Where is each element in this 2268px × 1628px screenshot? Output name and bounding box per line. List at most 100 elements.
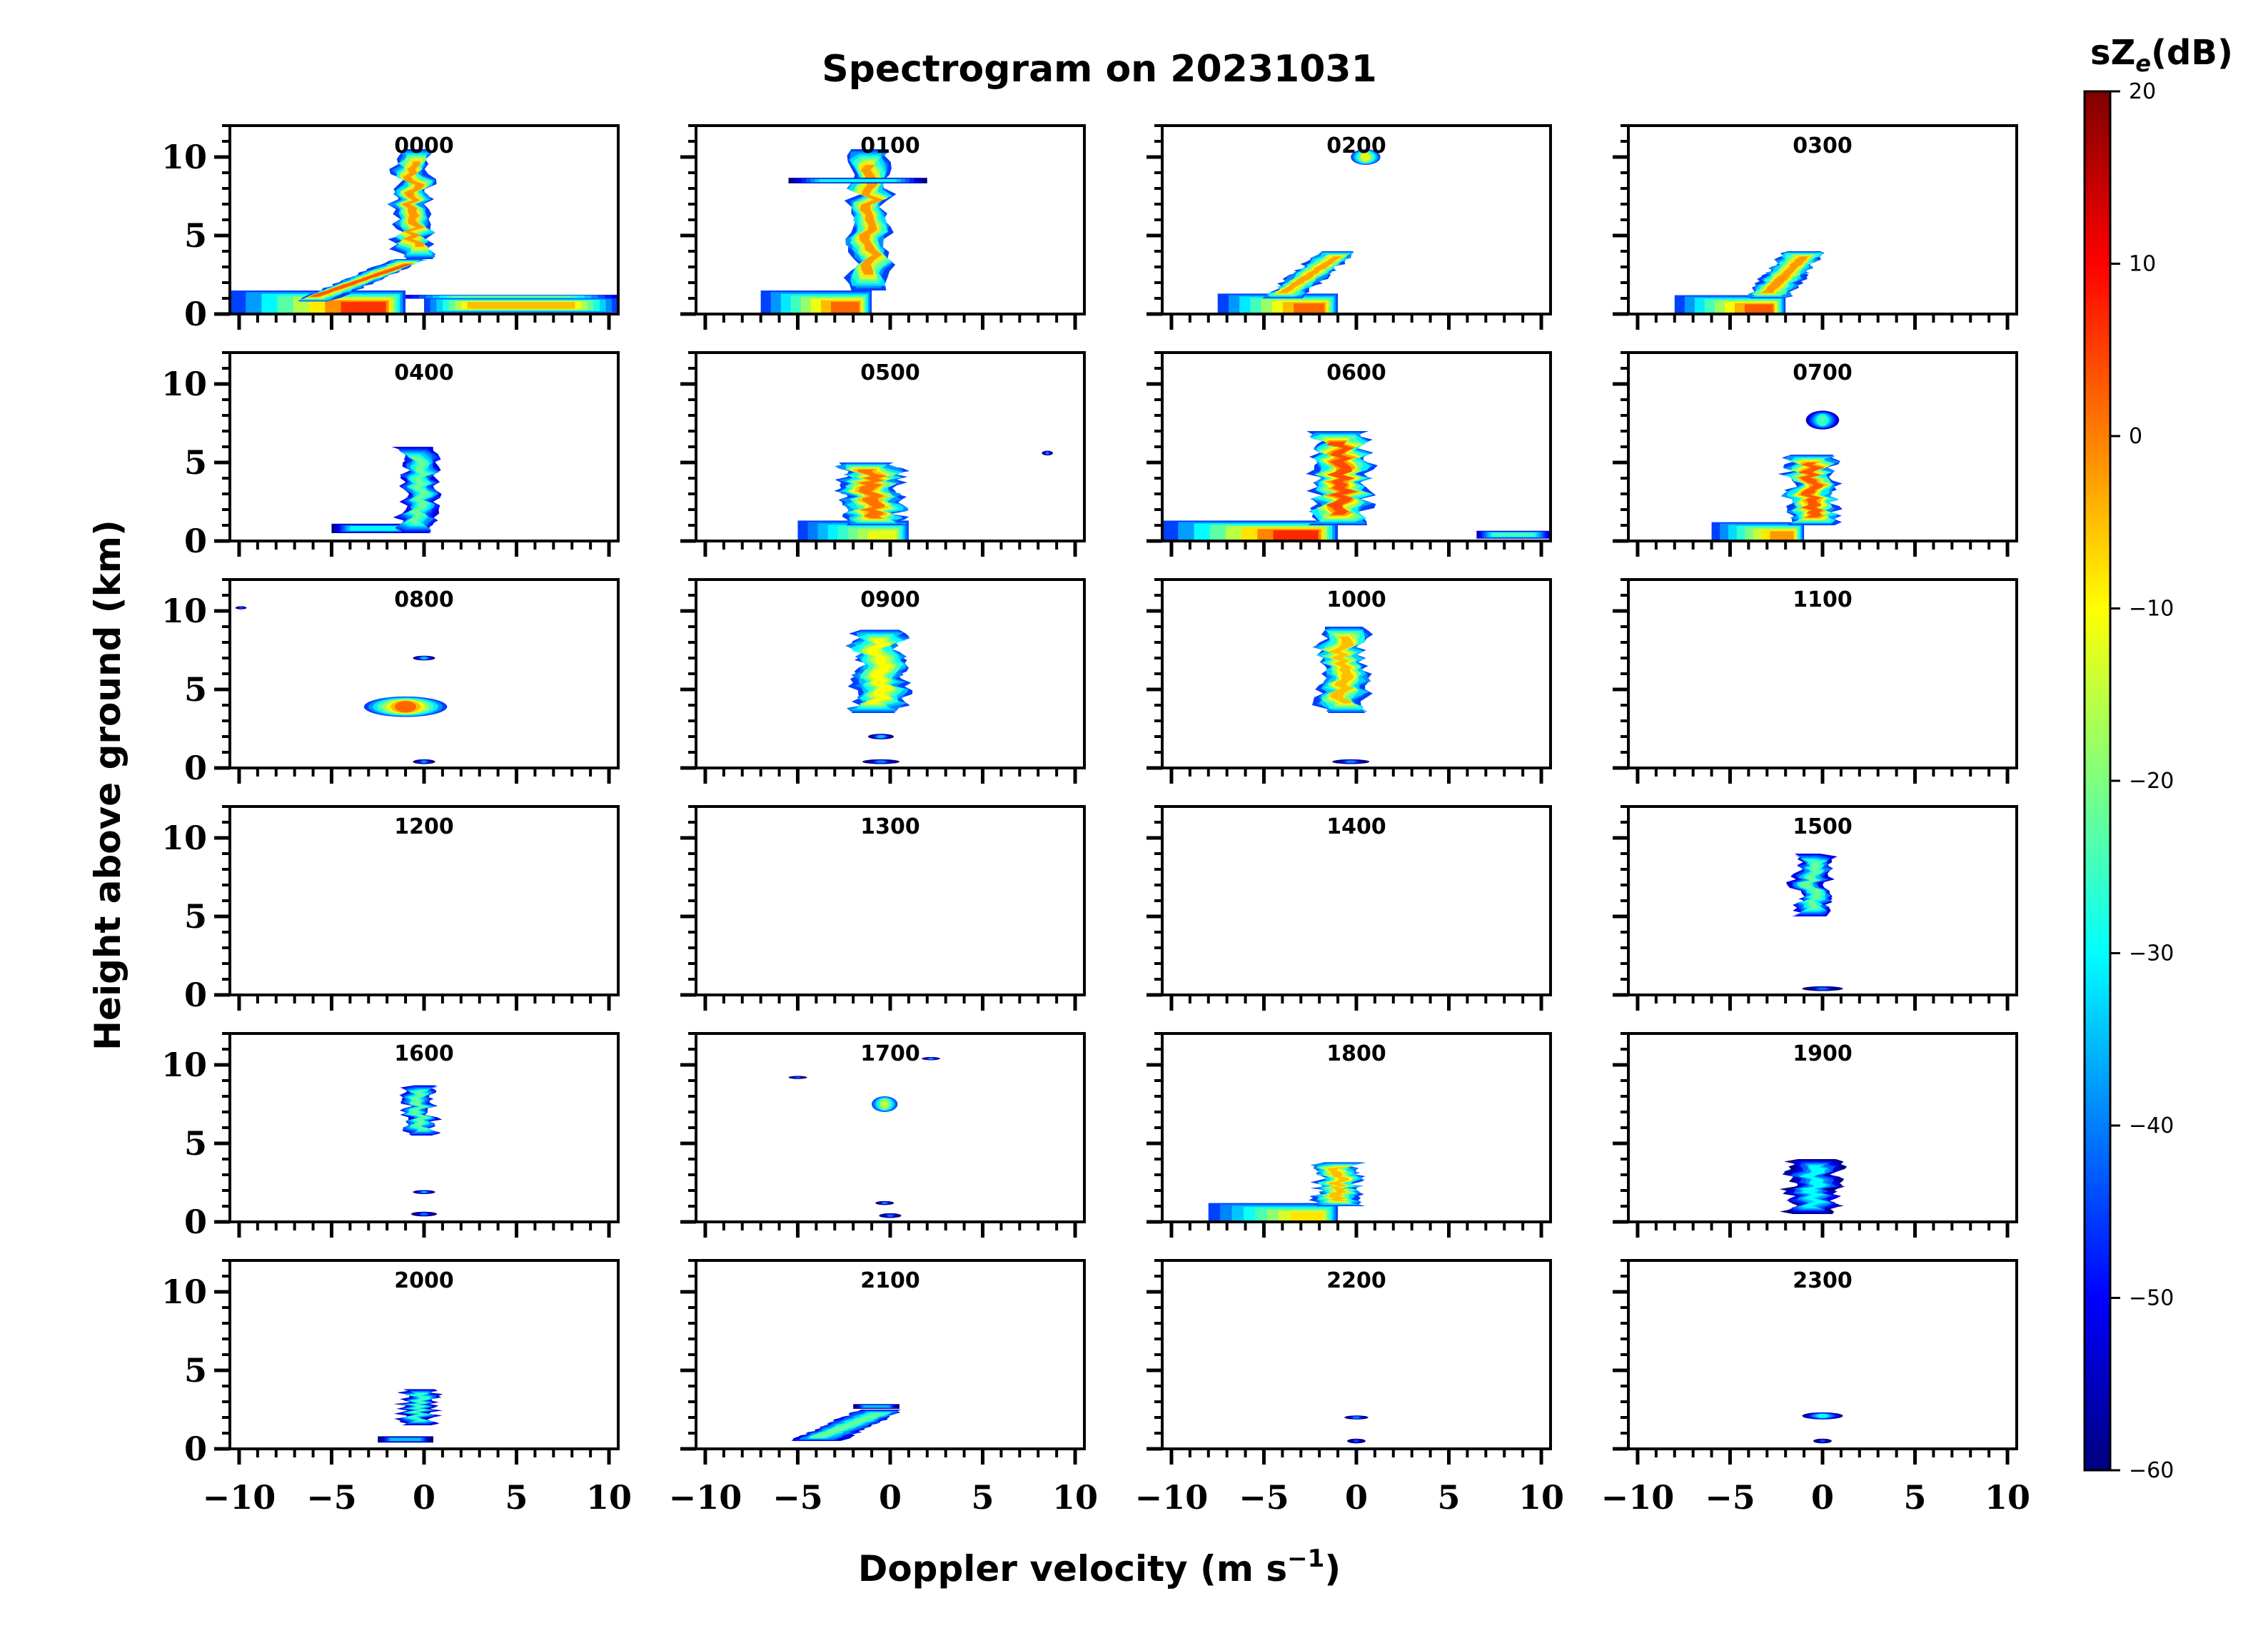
x-tick-label: 5 — [1904, 1478, 1927, 1517]
colorbar-tick-label: −20 — [2129, 769, 2174, 794]
y-axis — [1146, 1032, 1162, 1224]
echo-column — [834, 462, 910, 525]
y-tick-label: 0 — [184, 749, 207, 787]
x-axis-label: Doppler velocity (m s−1) — [858, 1544, 1341, 1589]
contour-level — [1817, 987, 1828, 991]
x-axis — [1169, 541, 1543, 557]
panel-2300: 2300 −10 −5 0 5 10 — [1601, 1259, 2030, 1517]
colorbar-tick-label: −60 — [2129, 1458, 2174, 1483]
echo-column — [1778, 455, 1843, 525]
panel-label: 0700 — [1793, 360, 1853, 385]
x-axis-label-close: ) — [1324, 1548, 1341, 1589]
panel-background — [696, 1260, 1084, 1449]
echo-band — [853, 1404, 899, 1409]
echo-tilt — [296, 259, 428, 302]
x-axis — [1169, 995, 1543, 1011]
y-axis — [1613, 124, 1628, 316]
contour-level — [1354, 1440, 1359, 1442]
x-axis — [703, 1222, 1077, 1238]
colorbar-tick: −20 — [2110, 769, 2174, 794]
panel-0600: 0600 — [1146, 351, 1552, 557]
panel-0900: 0900 — [680, 578, 1086, 784]
contour-level — [1770, 531, 1794, 541]
echo-ground — [1674, 295, 1786, 314]
contour-level — [341, 301, 386, 314]
y-axis — [1613, 805, 1628, 997]
spectral-data — [230, 149, 618, 314]
panel-background — [230, 580, 618, 768]
panel-1200: 1200 0 5 10 — [161, 805, 620, 1014]
colorbar-label: sZe(dB) — [2090, 33, 2233, 77]
colorbar: 20 10 0 −10 −20 −30 −40 −50 −60 sZe(dB) — [2083, 33, 2233, 1483]
spectral-data — [1344, 1415, 1369, 1444]
echo-blob — [862, 759, 899, 764]
contour-level — [421, 657, 427, 659]
echo-column — [387, 149, 437, 259]
echo-blob — [1802, 986, 1843, 991]
contour-level — [1277, 256, 1342, 293]
echo-ground — [1208, 1203, 1339, 1222]
panel-label: 1400 — [1326, 814, 1386, 839]
panel-label: 0200 — [1326, 133, 1386, 158]
echo-blob — [1344, 1415, 1369, 1420]
y-axis-label: Height above ground (km) — [87, 520, 128, 1051]
colorbar-tick-label: −30 — [2129, 941, 2174, 966]
panel-0200: 0200 — [1146, 124, 1552, 330]
spectral-data — [235, 606, 448, 764]
echo-blob — [1347, 1438, 1366, 1444]
echo-blob — [922, 1057, 940, 1061]
y-tick-label: 10 — [161, 1046, 207, 1084]
contour-level — [406, 1090, 431, 1131]
y-axis — [680, 351, 696, 543]
contour-level — [421, 1190, 427, 1193]
echo-blob — [235, 606, 247, 610]
x-axis — [703, 768, 1077, 784]
contour-level — [404, 1089, 433, 1132]
contour-level — [1798, 462, 1825, 517]
echo-blob — [879, 1213, 902, 1218]
spectral-data — [760, 149, 927, 314]
contour-level — [1290, 1212, 1324, 1222]
y-axis — [680, 1032, 696, 1224]
spectral-data — [845, 630, 913, 764]
y-axis — [1146, 578, 1162, 770]
x-axis — [703, 314, 1077, 330]
panel-label: 2200 — [1326, 1268, 1386, 1293]
echo-ground — [1162, 520, 1339, 541]
echo-blob — [1042, 450, 1053, 456]
y-axis — [680, 578, 696, 770]
x-axis — [237, 314, 611, 330]
panel-1600: 1600 0 5 10 — [161, 1032, 620, 1241]
panel-label: 1000 — [1326, 587, 1386, 612]
contour-level — [1760, 256, 1808, 293]
x-tick-label: 0 — [879, 1478, 902, 1517]
panel-label: 1500 — [1793, 814, 1853, 839]
contour-level — [809, 1412, 888, 1438]
colorbar-tick: 20 — [2110, 79, 2156, 104]
panel-label: 1200 — [394, 814, 454, 839]
colorbar-tick-label: 10 — [2129, 252, 2156, 277]
y-axis: 0 5 10 — [161, 351, 230, 560]
y-axis — [1146, 805, 1162, 997]
y-axis — [680, 805, 696, 997]
colorbar-gradient — [2083, 90, 2112, 1472]
panel-2200: 2200 −10 −5 0 5 10 — [1135, 1259, 1564, 1517]
x-axis — [1169, 1222, 1543, 1238]
y-tick-label: 5 — [184, 897, 207, 936]
panel-label: 1600 — [394, 1041, 454, 1066]
panel-2000: 2000 0 5 10 −10 −5 0 5 10 — [161, 1259, 632, 1517]
panel-1100: 1100 — [1613, 578, 2018, 784]
echo-column — [1306, 431, 1378, 525]
contour-level — [1346, 760, 1356, 764]
spectral-data — [399, 1085, 443, 1217]
panel-background — [1162, 807, 1551, 995]
y-tick-label: 10 — [161, 1273, 207, 1311]
spectral-data — [1711, 410, 1843, 541]
contour-level — [877, 734, 884, 739]
x-axis — [1169, 314, 1543, 330]
x-tick-label: −10 — [1601, 1478, 1675, 1517]
panel-0100: 0100 — [680, 124, 1086, 330]
echo-blob — [413, 1190, 435, 1194]
contour-level — [1294, 303, 1325, 314]
echo-blob — [875, 1200, 894, 1205]
